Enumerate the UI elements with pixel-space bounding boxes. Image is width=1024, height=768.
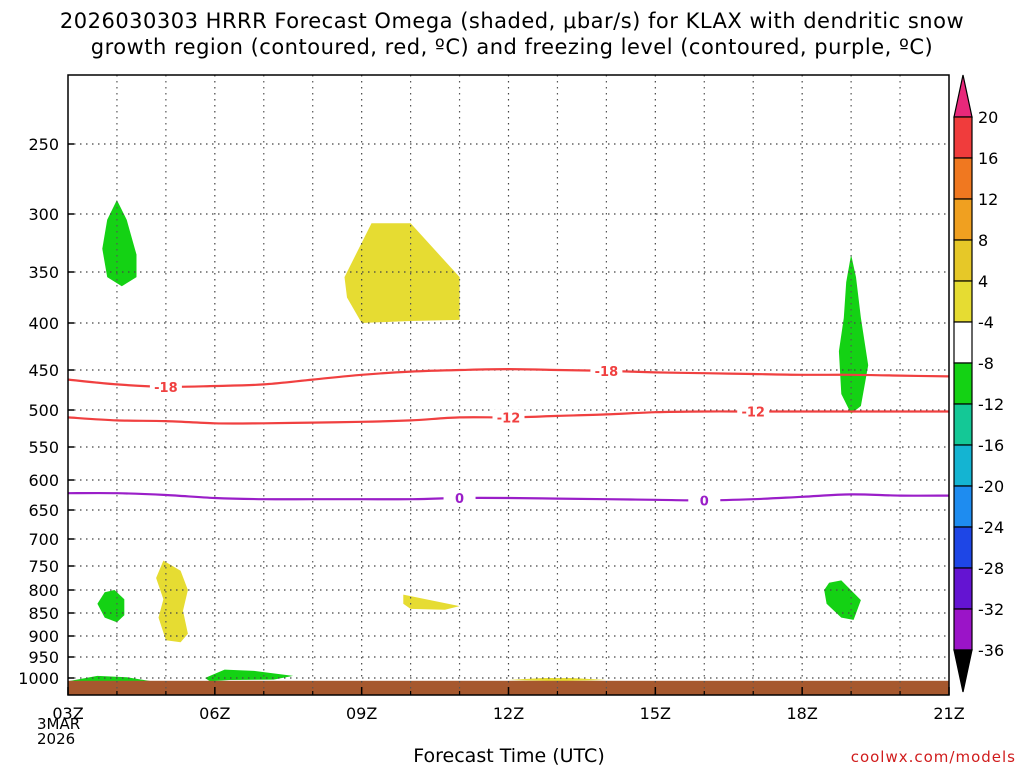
colorbar-segment-2 [953,157,973,200]
contour-label--12-1: -12 [497,411,521,426]
axes-layer: 250 300 350 400 450 500 550 600 650 700 750 800 850 9… [18,74,965,723]
omega-region-1 [102,200,137,287]
colorbar-segment-1 [953,116,973,159]
colorbar: 20 16 12 8 4 -4 -8 -12 -16 -20 -24 -28 -32 -36 [953,74,1004,693]
y-tick-label-600: 600 [28,471,59,490]
omega-region-9 [205,669,294,682]
contour-label--12-2: -12 [741,405,765,420]
omega-region-5 [97,590,125,623]
chart-title-line2: growth region (contoured, red, ºC) and f… [90,35,934,59]
start-date-label: 3MAR 2026 [37,717,80,747]
colorbar-label-1: 20 [978,108,998,127]
contour-label-0-1: 0 [455,492,464,507]
colorbar-segment-13 [953,608,973,651]
y-tick-label-900: 900 [28,627,59,646]
contour-line-0 [67,491,950,502]
omega-region-4 [156,560,188,643]
y-tick-label-450: 450 [28,361,59,380]
x-tick-label-03Z: 03Z [52,704,83,723]
colorbar-segment-6 [953,321,973,364]
colorbar-segment-11 [953,526,973,569]
colorbar-segment-7 [953,362,973,405]
y-tick-label-350: 350 [28,263,59,282]
x-tick-label-21Z: 21Z [933,704,964,723]
colorbar-label-10: -20 [978,477,1004,496]
omega-region-3 [838,254,869,414]
contour-label--18-2: -18 [595,365,619,380]
contour-label-bg--18-1 [149,378,182,395]
contour-line--18 [67,367,950,388]
colorbar-arrow-top [953,74,973,118]
y-tick-label-750: 750 [28,557,59,576]
y-tick-label-500: 500 [28,401,59,420]
omega-region-7 [824,580,861,620]
y-tick-label-650: 650 [28,501,59,520]
y-tick-label-550: 550 [28,438,59,457]
colorbar-label-9: -16 [978,436,1004,455]
omega-region-6 [403,594,460,610]
colorbar-label-7: -8 [978,354,994,373]
omega-region-10 [508,678,607,682]
colorbar-label-14: -36 [978,641,1004,660]
colorbar-segment-5 [953,280,973,323]
x-axis-title: Forecast Time (UTC) [413,745,605,767]
colorbar-arrow-bottom [953,649,973,693]
colorbar-label-6: -4 [978,313,994,332]
contour-layer: -18 -18 -12 -12 0 0 [67,362,950,509]
omega-region-2 [344,223,460,323]
y-tick-label-300: 300 [28,205,59,224]
colorbar-segment-4 [953,239,973,282]
y-tick-label-1000: 1000 [18,669,59,688]
y-tick-label-800: 800 [28,581,59,600]
colorbar-label-4: 8 [978,231,988,250]
colorbar-label-3: 12 [978,190,998,209]
x-tick-label-09Z: 09Z [346,704,377,723]
colorbar-label-8: -12 [978,395,1004,414]
start-date-year: 2026 [37,730,76,748]
chart-title-line1: 2026030303 HRRR Forecast Omega (shaded, … [59,9,965,33]
contour-label-bg--12-1 [492,409,525,426]
colorbar-segment-3 [953,198,973,241]
colorbar-label-12: -28 [978,559,1004,578]
contour-label-bg-0-1 [443,490,476,506]
x-tick-label-12Z: 12Z [493,704,524,723]
y-tick-label-700: 700 [28,530,59,549]
plot-frame [67,74,950,696]
x-tick-label-18Z: 18Z [787,704,818,723]
colorbar-segment-12 [953,567,973,610]
contour-label-bg--18-2 [590,362,623,379]
contour-label-0-2: 0 [700,494,709,509]
y-tick-label-400: 400 [28,314,59,333]
start-date-day: 3MAR [37,715,81,733]
contour-label--18-1: -18 [154,381,178,396]
chart-title: 2026030303 HRRR Forecast Omega (shaded, … [0,8,1024,60]
x-tick-label-15Z: 15Z [640,704,671,723]
colorbar-label-5: 4 [978,272,988,291]
x-tick-label-06Z: 06Z [199,704,230,723]
colorbar-segment-8 [953,403,973,446]
credit-link[interactable]: coolwx.com/models [850,748,1016,766]
y-tick-label-850: 850 [28,604,59,623]
grid-layer [68,75,949,695]
contour-label-bg-0-2 [688,492,721,509]
colorbar-segment-10 [953,485,973,528]
colorbar-label-13: -32 [978,600,1004,619]
colorbar-label-2: 16 [978,149,998,168]
y-tick-label-250: 250 [28,135,59,154]
colorbar-label-11: -24 [978,518,1004,537]
colorbar-segment-9 [953,444,973,487]
y-tick-label-950: 950 [28,648,59,667]
contour-label-bg--12-2 [737,403,770,420]
